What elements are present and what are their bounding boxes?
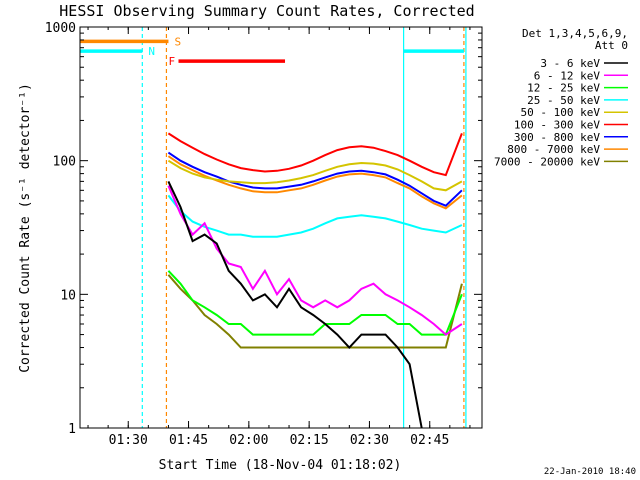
legend-header: Det 1,3,4,5,6,9,: [522, 27, 628, 40]
flag-label: S: [174, 35, 181, 48]
y-tick-label: 1000: [45, 21, 76, 36]
legend-label: 300 - 800 keV: [514, 131, 600, 144]
series-line-3-6-kev: [167, 180, 423, 429]
plot-area: S NF: [80, 27, 467, 429]
legend-label: 12 - 25 keV: [527, 82, 600, 95]
x-tick-label: 02:30: [350, 433, 389, 448]
series-line-7000-20000-kev: [167, 274, 463, 349]
y-tick-label: 1: [68, 422, 76, 437]
x-tick-label: 01:30: [109, 433, 148, 448]
legend-label: 800 - 7000 keV: [507, 143, 600, 156]
series-line-25-50-kev: [167, 194, 463, 238]
x-tick-label: 01:45: [169, 433, 208, 448]
series-line-50-100-kev: [167, 159, 463, 192]
series-line-100-300-kev: [167, 132, 463, 177]
x-tick-label: 02:00: [229, 433, 268, 448]
chart-title: HESSI Observing Summary Count Rates, Cor…: [59, 2, 474, 20]
legend-label: 25 - 50 keV: [527, 94, 600, 107]
flag-label: F: [168, 55, 175, 68]
legend-label: 100 - 300 keV: [514, 119, 600, 132]
legend-label: 3 - 6 keV: [540, 57, 600, 70]
legend-header: Att 0: [595, 39, 628, 52]
flag-label: N: [148, 45, 155, 58]
axis-ticks: 01:30 01:45 02:00 02:15 02:30 02:45 1 10 100 1000: [45, 21, 482, 448]
series-line-300-800-kev: [167, 151, 463, 207]
timestamp: 22-Jan-2010 18:40: [544, 467, 636, 477]
y-tick-label: 100: [53, 155, 76, 170]
legend-label: 50 - 100 keV: [521, 106, 601, 119]
y-tick-label: 10: [60, 288, 76, 303]
series-line-12-25-kev: [167, 270, 463, 336]
legend-label: 7000 - 20000 keV: [494, 155, 600, 168]
y-axis-label: Corrected Count Rate (s⁻¹ detector⁻¹): [18, 83, 33, 373]
x-axis-label: Start Time (18-Nov-04 01:18:02): [159, 458, 402, 473]
x-tick-label: 02:45: [410, 433, 449, 448]
series-line-6-12-kev: [167, 185, 463, 336]
x-tick-label: 02:15: [290, 433, 329, 448]
legend-label: 6 - 12 keV: [534, 69, 601, 82]
plot-frame: [79, 26, 483, 429]
